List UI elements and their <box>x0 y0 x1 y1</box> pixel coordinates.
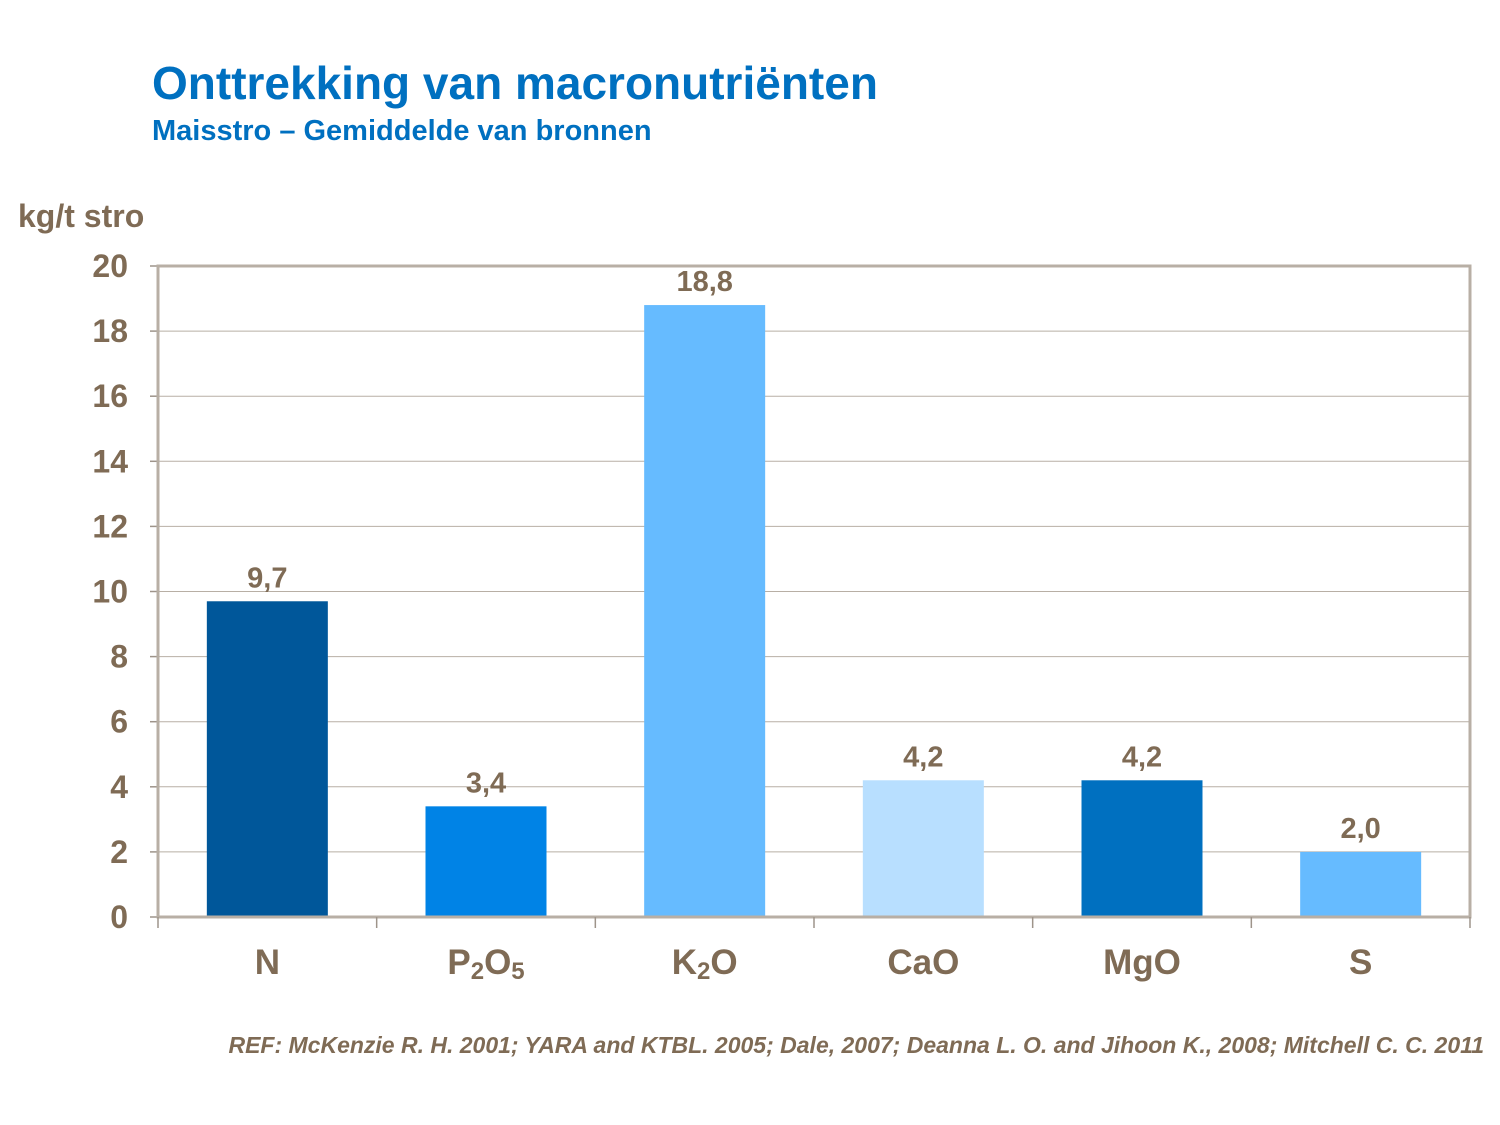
bar-p2o5 <box>425 806 547 917</box>
y-tick-label: 18 <box>92 313 128 349</box>
data-label: 4,2 <box>1122 741 1162 773</box>
x-tick-label: S <box>1349 943 1372 982</box>
data-label: 18,8 <box>676 266 732 298</box>
label-part: CaO <box>887 943 959 982</box>
label-part: P <box>447 943 470 982</box>
bar-s <box>1300 851 1422 917</box>
bar-cao <box>862 780 984 917</box>
subscript: 5 <box>511 958 524 985</box>
subscript: 2 <box>471 958 484 985</box>
chart-title: Onttrekking van macronutriënten <box>152 57 878 109</box>
x-tick-label: K2O <box>672 943 738 985</box>
y-tick-label: 2 <box>110 834 128 870</box>
y-tick-label: 10 <box>92 574 128 610</box>
subscript: 2 <box>697 958 710 985</box>
data-label: 2,0 <box>1341 813 1381 845</box>
label-part: S <box>1349 943 1372 982</box>
label-part: MgO <box>1103 943 1181 982</box>
y-axis-label: kg/t stro <box>18 198 144 234</box>
y-tick-label: 16 <box>92 378 128 414</box>
x-tick-label: P2O5 <box>447 943 524 985</box>
x-tick-label: N <box>255 943 280 982</box>
bar-mgo <box>1081 780 1203 917</box>
reference-note: REF: McKenzie R. H. 2001; YARA and KTBL.… <box>228 1032 1484 1058</box>
y-tick-label: 0 <box>110 899 128 935</box>
label-part: K <box>672 943 697 982</box>
label-part: O <box>484 943 511 982</box>
x-tick-label: CaO <box>887 943 959 982</box>
bar-k2o <box>644 305 766 917</box>
y-tick-label: 8 <box>110 639 128 675</box>
y-tick-label: 20 <box>92 248 128 284</box>
data-label: 9,7 <box>247 562 287 594</box>
y-tick-label: 14 <box>92 443 128 479</box>
data-label: 4,2 <box>903 741 943 773</box>
chart-subtitle: Maisstro – Gemiddelde van bronnen <box>152 115 652 147</box>
data-label: 3,4 <box>466 767 506 799</box>
y-tick-label: 4 <box>110 769 128 805</box>
x-tick-label: MgO <box>1103 943 1181 982</box>
label-part: O <box>710 943 737 982</box>
bar-n <box>206 601 328 917</box>
label-part: N <box>255 943 280 982</box>
y-tick-label: 6 <box>110 704 128 740</box>
y-tick-label: 12 <box>92 508 128 544</box>
